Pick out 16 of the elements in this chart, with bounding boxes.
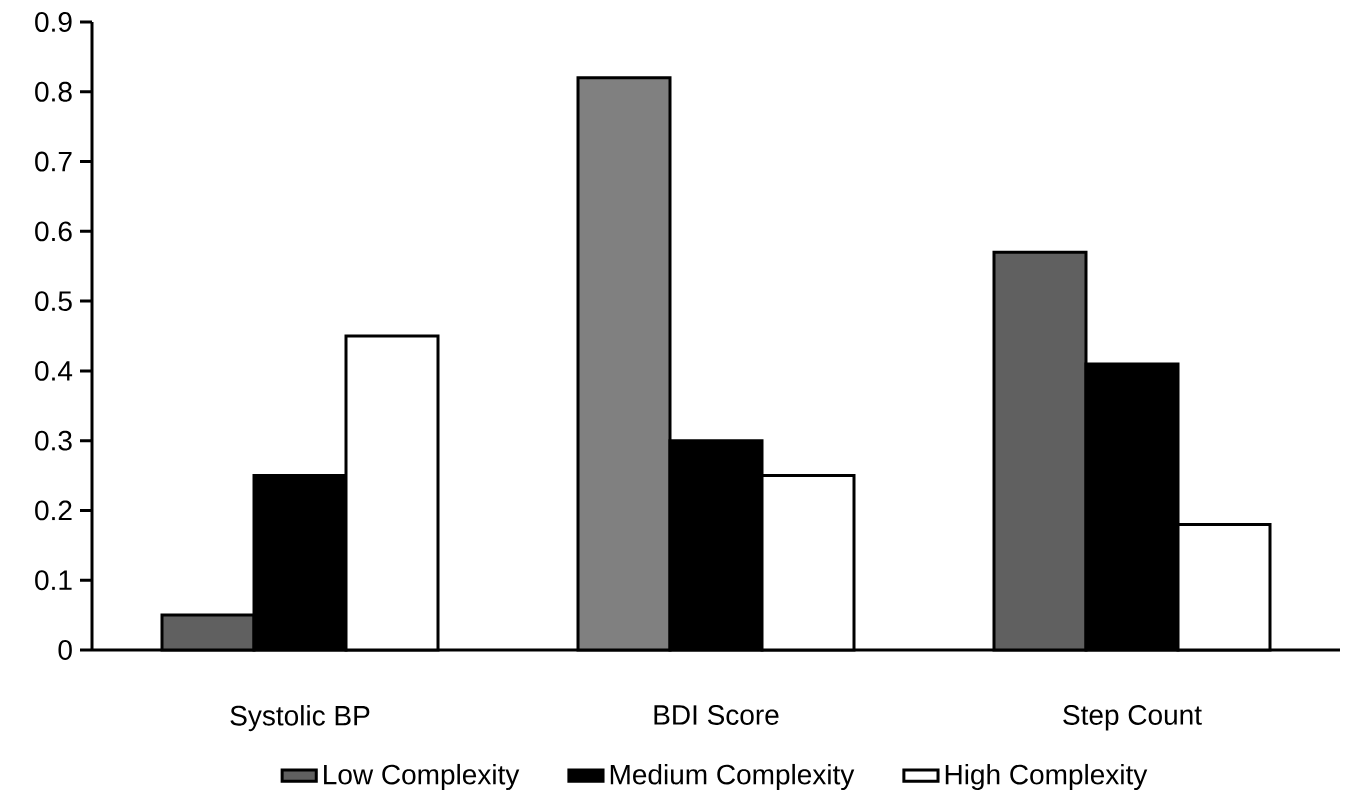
y-tick-label: 0.4	[35, 360, 73, 381]
legend-label: Low Complexity	[324, 763, 520, 791]
x-tick-label: Step Count	[1063, 705, 1202, 731]
x-tick-label: BDI Score	[654, 705, 779, 725]
y-tick-label: 0.1	[35, 570, 72, 591]
x-tick-label: Systolic BP	[230, 705, 370, 732]
y-tick-label: 0.5	[35, 291, 72, 312]
y-tick-label: 0.3	[35, 430, 72, 451]
y-tick-label: 0.9	[35, 12, 72, 32]
y-tick-label: 0	[58, 640, 72, 660]
y-tick-label: 0.7	[35, 151, 72, 172]
y-tick-label: 0.8	[35, 81, 72, 102]
y-tick-label: 0.6	[35, 221, 72, 242]
legend-label: High Complexity	[945, 763, 1148, 791]
y-tick-label: 0.2	[35, 500, 72, 521]
legend-label: Medium Complexity	[610, 763, 855, 791]
